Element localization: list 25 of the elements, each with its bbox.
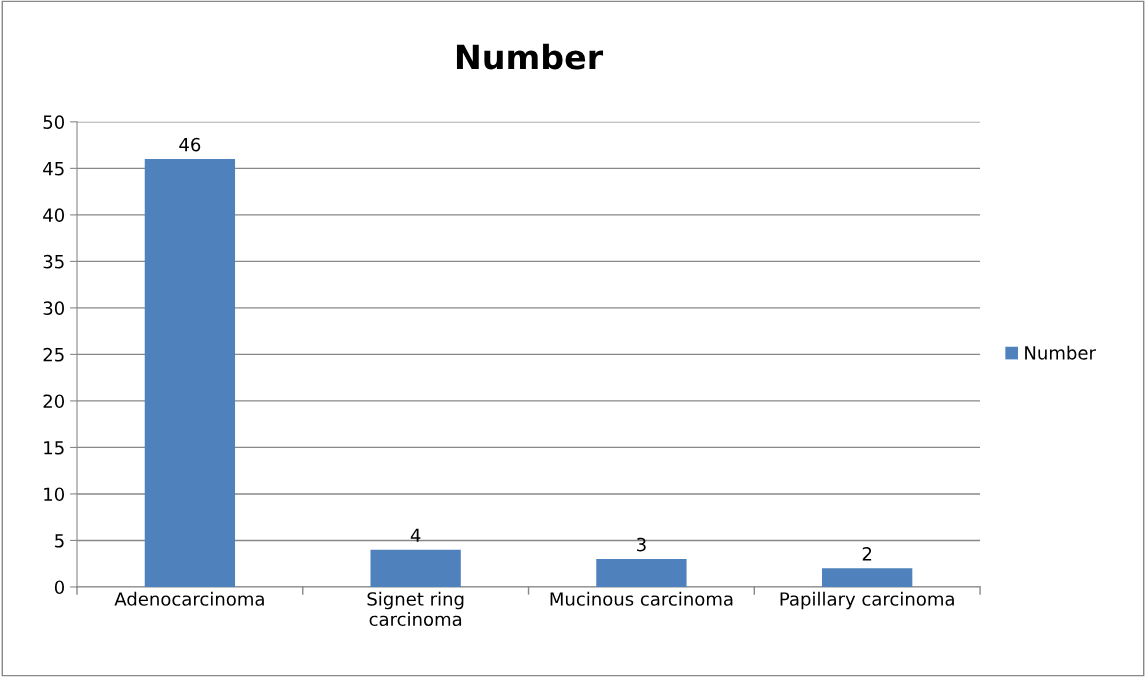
data-label: 46: [179, 137, 201, 152]
data-label: 4: [410, 528, 421, 542]
x-tick-label: Adenocarcinoma: [114, 591, 264, 606]
legend-label: Number: [1025, 345, 1096, 360]
y-tick-label: 25: [43, 347, 64, 362]
y-tick-label: 45: [43, 162, 64, 176]
x-tick-label: Mucinous carcinoma: [550, 591, 733, 606]
y-tick-label: 10: [44, 487, 65, 502]
bar: [144, 159, 236, 587]
y-tick-label: 30: [43, 301, 65, 316]
y-tick-label: 40: [43, 208, 65, 222]
y-tick-label: 35: [43, 254, 64, 269]
y-tick-label: 15: [44, 441, 64, 455]
x-tick-label: Signet ring carcinoma: [367, 591, 464, 627]
y-tick-label: 50: [43, 115, 65, 129]
data-label: 3: [637, 537, 646, 552]
chart-title: Number: [456, 43, 604, 70]
bar: [596, 559, 687, 587]
y-tick-label: 5: [55, 534, 64, 548]
y-tick-label: 0: [54, 580, 65, 595]
data-label: 2: [862, 547, 872, 561]
x-tick-label: Papillary carcinoma: [780, 591, 954, 610]
y-tick-label: 20: [43, 394, 65, 409]
bar: [370, 549, 461, 587]
bar: [822, 568, 913, 587]
